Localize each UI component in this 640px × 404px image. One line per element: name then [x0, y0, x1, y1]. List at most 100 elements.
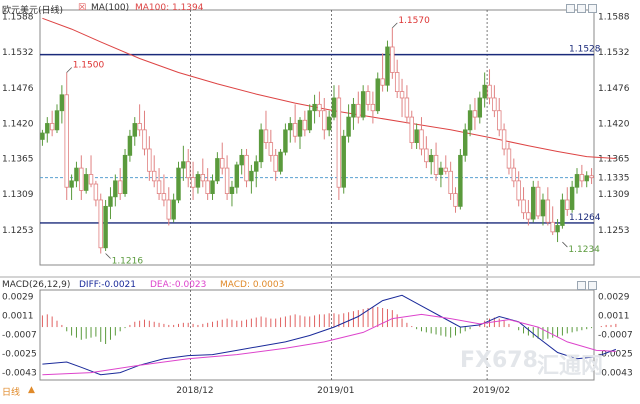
price-axis-tick-left: 1.1532 — [2, 48, 34, 58]
candle-body — [341, 135, 346, 188]
candle-body — [88, 174, 94, 185]
macd-axis-tick-left: 0.0029 — [2, 292, 34, 302]
candle-body — [147, 148, 152, 172]
candle-body — [458, 154, 463, 207]
ma-value-label: MA100: 1.1394 — [135, 3, 204, 13]
annotation-leader — [392, 22, 398, 29]
candle-body — [326, 116, 332, 131]
price-axis-tick-right: 1.1253 — [598, 226, 630, 236]
ma-legend-box: ☒ — [78, 3, 87, 13]
macd-axis-tick-left: 0.0011 — [2, 311, 34, 321]
candle-body — [317, 103, 322, 112]
macd-axis-tick-left: -0.0007 — [2, 330, 37, 340]
annotation-leader — [105, 253, 111, 259]
candle-body — [497, 110, 502, 131]
candle-body — [560, 199, 565, 226]
candle-body — [390, 46, 395, 73]
candle-body — [438, 167, 444, 175]
price-axis-tick-left: 1.1588 — [2, 12, 34, 22]
window-control-icon[interactable] — [588, 4, 597, 13]
candle-body — [239, 154, 244, 166]
date-axis-label: 2018/12 — [176, 386, 213, 396]
macd-pane-frame — [39, 289, 595, 381]
price-axis-tick-left: 1.1420 — [2, 119, 34, 129]
candle-body — [511, 167, 517, 182]
candle-body — [501, 129, 507, 150]
candle-body — [263, 129, 269, 144]
candle-body — [302, 119, 308, 131]
dea-label: DEA:-0.0023 — [150, 280, 207, 290]
macd-axis-tick-right: 0.0029 — [598, 292, 630, 302]
price-axis-tick-left: 1.1253 — [2, 226, 34, 236]
price-axis-tick-right: 1.1309 — [598, 190, 630, 200]
candle-body — [448, 170, 453, 195]
candle-body — [545, 199, 551, 223]
macd-axis-tick-right: -0.0007 — [598, 330, 633, 340]
candle-body — [103, 205, 108, 249]
candle-body — [156, 180, 162, 195]
candle-body — [472, 110, 478, 118]
candle-body — [137, 123, 142, 131]
window-control-icon[interactable] — [566, 4, 575, 13]
candle-body — [195, 174, 201, 188]
candle-body — [584, 175, 589, 182]
level-label: 1.1528 — [569, 45, 601, 55]
candle-body — [205, 180, 210, 195]
watermark-brand: FX678 — [460, 348, 538, 373]
candle-body — [526, 212, 531, 220]
macd-axis-tick-left: -0.0025 — [2, 350, 37, 360]
candle-body — [244, 154, 249, 182]
candle-body — [535, 186, 541, 217]
candle-body — [45, 123, 50, 134]
candle-body — [200, 174, 206, 182]
candle-body — [166, 199, 172, 220]
candle-body — [428, 154, 434, 163]
candle-body — [419, 129, 424, 150]
diff-line — [42, 294, 617, 376]
candle-body — [215, 158, 220, 182]
annotation-leader — [66, 67, 73, 73]
candle-body — [127, 135, 133, 156]
candle-body — [487, 84, 492, 99]
candle-body — [210, 180, 215, 195]
candle-body — [462, 129, 468, 156]
candle-body — [181, 161, 186, 169]
candle-body — [117, 180, 123, 195]
period-tab-label[interactable]: 日线 — [2, 388, 21, 398]
macd-axis-tick-right: -0.0025 — [598, 350, 633, 360]
candle-body — [482, 84, 487, 99]
last-price-label: 1.1335 — [598, 174, 630, 184]
candle-body — [59, 94, 65, 112]
candle-body — [331, 97, 337, 118]
candle-body — [477, 97, 483, 118]
candle-body — [574, 174, 580, 188]
candle-body — [443, 167, 449, 172]
period-arrow-icon[interactable]: ▲ — [28, 385, 35, 395]
candle-body — [79, 167, 84, 191]
candle-body — [273, 154, 278, 172]
window-control-icon[interactable] — [588, 281, 597, 290]
candle-body — [375, 78, 380, 112]
price-axis-tick-right: 1.1365 — [598, 155, 630, 165]
candle-body — [258, 129, 264, 163]
window-control-icon[interactable] — [577, 281, 586, 290]
candle-body — [380, 78, 385, 86]
candle-body — [74, 167, 79, 182]
macd-axis-tick-right: -0.0043 — [598, 369, 633, 379]
price-axis-tick-left: 1.1476 — [2, 84, 34, 94]
candle-body — [346, 116, 351, 137]
candle-body — [292, 123, 298, 137]
candle-body — [351, 103, 356, 118]
candle-body — [433, 154, 439, 175]
candle-body — [171, 199, 176, 220]
price-axis-tick-right: 1.1476 — [598, 84, 630, 94]
annotation-leader — [562, 241, 568, 248]
candle-body — [550, 221, 555, 233]
diff-label: DIFF:-0.0021 — [79, 280, 137, 290]
window-control-icon[interactable] — [577, 4, 586, 13]
candle-body — [161, 193, 167, 201]
candle-body — [414, 129, 419, 144]
macd-axis-tick-left: -0.0043 — [2, 369, 37, 379]
candle-body — [220, 158, 225, 169]
